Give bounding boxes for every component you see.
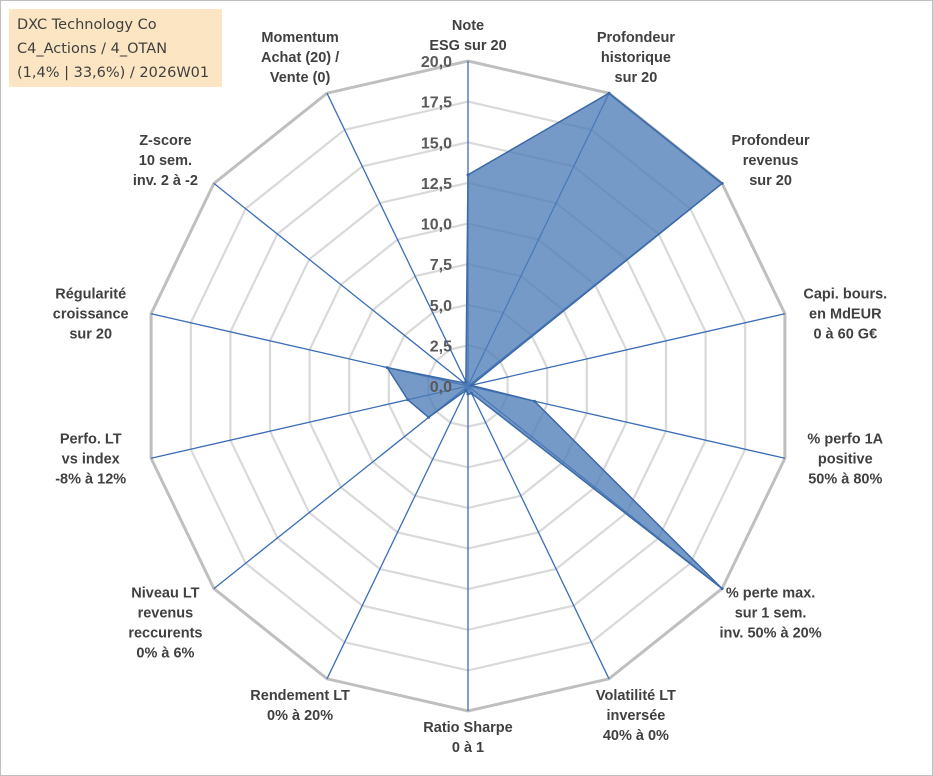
series-point-4 (469, 383, 473, 387)
series-point-6 (720, 587, 724, 591)
title-line-3: (1,4% | 33,6%) / 2026W01 (17, 65, 210, 81)
tick-label: 2,5 (430, 338, 452, 355)
axis-label-10: Niveau LT revenus reccurents 0% à 6% (128, 586, 202, 662)
tick-label: 10,0 (421, 217, 452, 234)
title-line-2: C4_Actions / 4_OTAN (17, 41, 168, 57)
series-point-8 (466, 392, 470, 396)
axis-label-3: Profondeur revenus sur 20 (732, 133, 810, 189)
axis-label-6: % perte max. sur 1 sem. inv. 50% à 20% (720, 586, 822, 642)
axis-label-8: Ratio Sharpe 0 à 1 (423, 720, 512, 756)
spoke-7 (467, 385, 610, 680)
series-point-2 (607, 91, 611, 95)
axis-label-5: % perfo 1A positive 50% à 80% (807, 431, 883, 487)
series-point-12 (385, 366, 389, 370)
title-box: DXC Technology Co C4_Actions / 4_OTAN (1… (9, 9, 222, 87)
series-point-3 (720, 181, 724, 185)
axis-label-14: Momentum Achat (20) / Vente (0) (261, 30, 339, 86)
tick-label: 5,0 (430, 298, 452, 315)
axis-label-12: Régularité croissance sur 20 (53, 287, 129, 343)
tick-label: 15,0 (421, 135, 452, 152)
axis-label-9: Rendement LT 0% à 20% (250, 688, 350, 724)
tick-label: 12,5 (421, 176, 452, 193)
spoke-10 (213, 385, 469, 590)
axis-label-4: Capi. bours. en MdEUR 0 à 60 G€ (803, 287, 887, 343)
tick-label: 7,5 (430, 257, 452, 274)
radial-tick-labels: 0,0 2,5 5,0 7,5 10,0 12,5 15,0 17,5 20,0 (421, 54, 452, 396)
radar-series (385, 91, 724, 591)
spoke-4 (467, 313, 786, 387)
series-point-1 (466, 173, 470, 177)
axis-labels: Note ESG sur 20 Profondeur historique sur 20… (53, 18, 887, 756)
series-point-11 (406, 398, 410, 402)
axis-label-7: Volatilité LT inversée 40% à 0% (596, 688, 676, 744)
series-point-7 (470, 391, 473, 395)
series-point-10 (427, 415, 431, 419)
tick-label: 0,0 (430, 379, 452, 396)
axis-label-13: Z-score 10 sem. inv. 2 à -2 (133, 133, 198, 189)
spoke-9 (326, 385, 469, 680)
spoke-13 (213, 182, 469, 387)
spoke-14 (326, 92, 469, 387)
axis-label-2: Profondeur historique sur 20 (597, 30, 675, 86)
tick-label: 20,0 (421, 54, 452, 71)
series-point-9 (464, 388, 468, 392)
axis-label-11: Perfo. LT vs index -8% à 12% (55, 431, 126, 487)
series-point-5 (533, 399, 536, 403)
tick-label: 17,5 (421, 95, 452, 112)
title-line-1: DXC Technology Co (17, 17, 157, 33)
axis-label-1: Note ESG sur 20 (429, 18, 506, 54)
series-point-14 (464, 380, 468, 384)
